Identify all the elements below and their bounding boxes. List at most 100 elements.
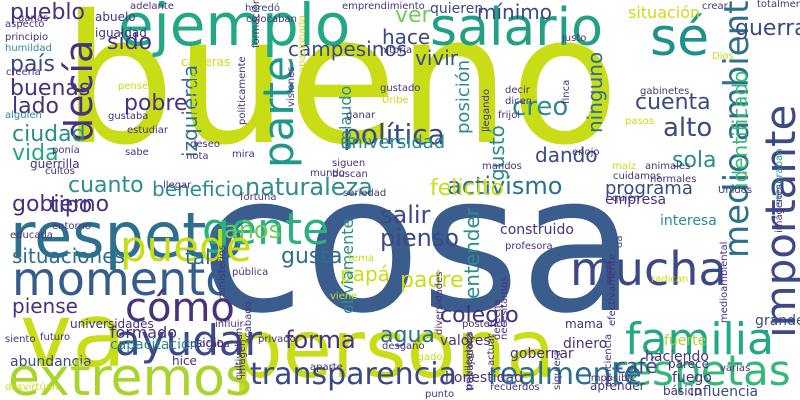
word-191: carreras — [181, 55, 231, 69]
word-114: aparte — [310, 362, 343, 373]
word-188: llegando — [481, 89, 492, 132]
word-65: sola — [672, 148, 717, 173]
word-8: sé — [650, 8, 710, 68]
word-106: mundo — [310, 168, 345, 179]
word-71: felicito — [430, 176, 504, 201]
word-125: normales — [650, 174, 697, 185]
word-164: ligado — [412, 352, 443, 363]
word-66: identificado — [728, 70, 752, 188]
word-141: gustado — [380, 83, 421, 94]
word-86: construido — [500, 222, 574, 238]
word-53: hace — [382, 25, 431, 49]
word-36: gobierno — [12, 192, 110, 217]
word-59: creo — [512, 92, 569, 122]
word-153: ponía — [52, 145, 80, 156]
word-93: principio — [5, 32, 49, 43]
word-35: entender — [460, 207, 484, 299]
word-12: familia — [625, 314, 774, 365]
word-178: siquiera — [552, 350, 563, 390]
word-68: situación — [628, 3, 701, 22]
word-91: valores — [440, 333, 491, 349]
word-170: acabado — [243, 301, 254, 344]
word-145: frijol — [498, 110, 521, 121]
word-57: quieren — [430, 1, 484, 17]
word-92: aspecto — [5, 19, 45, 30]
word-146: enojo — [572, 147, 600, 158]
word-22: realmente — [488, 357, 642, 392]
word-162: desvirtúan — [5, 382, 59, 393]
word-177: necesitamos — [499, 276, 510, 340]
word-165: imposible — [588, 373, 637, 384]
word-31: salir — [380, 201, 431, 229]
word-3: va — [20, 284, 127, 387]
word-176: privilegiada — [464, 331, 475, 390]
word-99: abuelo — [95, 10, 136, 24]
word-175: ministerios — [217, 244, 228, 300]
word-94: humildad — [5, 43, 52, 54]
word-126: animales — [645, 161, 691, 172]
word-108: educada — [10, 230, 53, 241]
word-38: tal — [185, 245, 211, 269]
word-159: varias — [720, 363, 751, 374]
word-148: ganas — [18, 13, 49, 24]
word-113: recuerdos — [490, 382, 540, 393]
word-60: gustó — [485, 125, 509, 181]
word-62: ninguno — [583, 51, 607, 133]
word-5: momento — [12, 252, 234, 306]
word-41: cuanto — [68, 173, 144, 198]
word-54: campesinos — [288, 37, 408, 61]
word-47: pueblo — [10, 0, 85, 25]
word-128: hice — [172, 354, 197, 368]
word-1: cosa — [200, 134, 637, 355]
word-85: interesa — [660, 213, 717, 229]
word-105: crear — [702, 1, 728, 12]
word-150: hitoria — [380, 45, 413, 56]
word-137: deseo — [190, 139, 220, 150]
word-104: totalmente — [757, 0, 800, 10]
word-28: años — [224, 216, 282, 244]
word-64: alto — [663, 113, 713, 143]
word-174: imagen — [237, 339, 248, 378]
word-124: cuidamos — [613, 171, 662, 182]
word-147: quién — [612, 193, 640, 204]
word-121: seriedad — [343, 188, 387, 199]
word-13: gente — [202, 204, 330, 255]
word-173: diversidades — [434, 271, 445, 335]
word-138: sabe — [125, 147, 149, 158]
word-29: gusta — [281, 244, 343, 269]
word-180: conciencia — [603, 333, 614, 387]
word-56: mínimo — [477, 0, 552, 24]
word-130: siento — [5, 334, 36, 345]
word-166: viene — [330, 291, 358, 302]
word-122: fortuna — [240, 192, 277, 203]
word-129: privado — [258, 334, 296, 345]
word-82: grande — [755, 313, 800, 329]
word-100: igualdad — [95, 26, 147, 40]
word-110: influir — [215, 319, 244, 330]
word-185: visiones — [286, 66, 297, 107]
word-7: salario — [430, 0, 603, 58]
word-25: activismo — [447, 172, 563, 200]
word-133: gabinetes — [640, 86, 690, 97]
word-143: decir — [505, 85, 530, 96]
word-140: pensé — [118, 81, 149, 92]
word-26: forma — [285, 326, 356, 354]
word-116: parece — [668, 357, 710, 371]
word-67: guerra — [735, 16, 800, 41]
word-15: mucha — [570, 242, 727, 296]
word-11: respetas — [610, 346, 791, 395]
word-101: emprendimiento — [342, 1, 425, 12]
word-49: sido — [107, 30, 152, 55]
word-103: colocaban — [246, 14, 297, 25]
word-84: empresa — [605, 192, 667, 208]
word-163: crea — [70, 361, 92, 372]
word-32: padre — [400, 268, 464, 293]
word-20: transparencia — [250, 357, 457, 392]
word-78: honestidad — [445, 370, 523, 386]
word-160: maíz — [612, 161, 636, 172]
word-131: mandos — [482, 161, 522, 172]
word-76: abundancia — [10, 354, 92, 370]
word-4: respeto — [10, 199, 245, 272]
word-83: mama — [565, 317, 604, 331]
word-24: naturaleza — [245, 173, 373, 201]
